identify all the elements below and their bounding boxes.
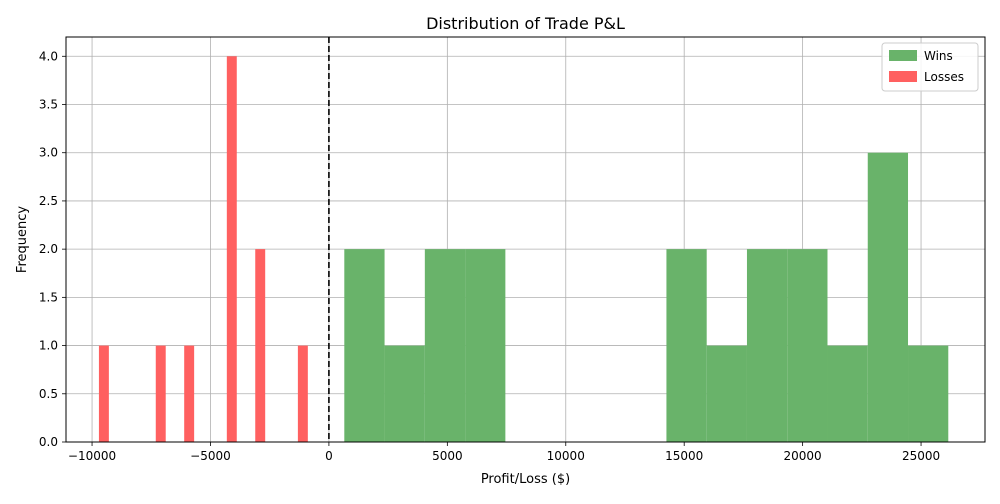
plot-frame [65, 36, 986, 443]
x-axis-ticks: −10000 −5000 0 5000 10000 15000 20000 25000 [68, 442, 940, 463]
wins-bar [827, 345, 868, 442]
x-tick-label: 5000 [432, 449, 463, 463]
legend-label-losses: Losses [924, 70, 964, 84]
y-tick-label: 3.5 [39, 98, 58, 112]
losses-bar [297, 345, 308, 442]
wins-bar [908, 345, 949, 442]
x-axis-label: Profit/Loss ($) [481, 472, 570, 487]
y-tick-label: 2.0 [39, 242, 58, 256]
x-tick-label: −5000 [190, 449, 231, 463]
x-tick-label: −10000 [68, 449, 116, 463]
wins-bar [384, 345, 425, 442]
losses-bar [226, 56, 237, 443]
x-tick-label: 25000 [902, 449, 940, 463]
bars [98, 56, 949, 443]
y-tick-label: 1.5 [39, 290, 58, 304]
losses-bar [155, 345, 166, 442]
x-tick-label: 15000 [665, 449, 703, 463]
legend-swatch-wins [889, 50, 917, 61]
x-tick-label: 10000 [547, 449, 585, 463]
legend-label-wins: Wins [924, 49, 953, 63]
losses-bar [98, 345, 109, 442]
wins-bar [344, 249, 385, 442]
y-tick-label: 2.5 [39, 194, 58, 208]
losses-bar [184, 345, 195, 442]
y-tick-label: 1.0 [39, 339, 58, 353]
x-tick-label: 20000 [784, 449, 822, 463]
wins-bar [424, 249, 466, 442]
wins-bar [465, 249, 506, 442]
wins-bar [867, 152, 909, 442]
y-tick-label: 0.5 [39, 387, 58, 401]
y-tick-label: 4.0 [39, 49, 58, 63]
losses-bar [255, 249, 266, 442]
x-tick-label: 0 [325, 449, 333, 463]
wins-bar [746, 249, 788, 442]
y-tick-label: 3.0 [39, 146, 58, 160]
chart-title: Distribution of Trade P&L [426, 14, 625, 33]
legend-swatch-losses [889, 71, 917, 82]
legend: Wins Losses [881, 42, 979, 92]
y-axis-ticks: 0.0 0.5 1.0 1.5 2.0 2.5 3.0 3.5 4.0 [39, 49, 66, 449]
wins-bar [666, 249, 707, 442]
wins-bar [787, 249, 828, 442]
y-tick-label: 0.0 [39, 435, 58, 449]
wins-bar [706, 345, 747, 442]
y-axis-label: Frequency [15, 206, 30, 273]
